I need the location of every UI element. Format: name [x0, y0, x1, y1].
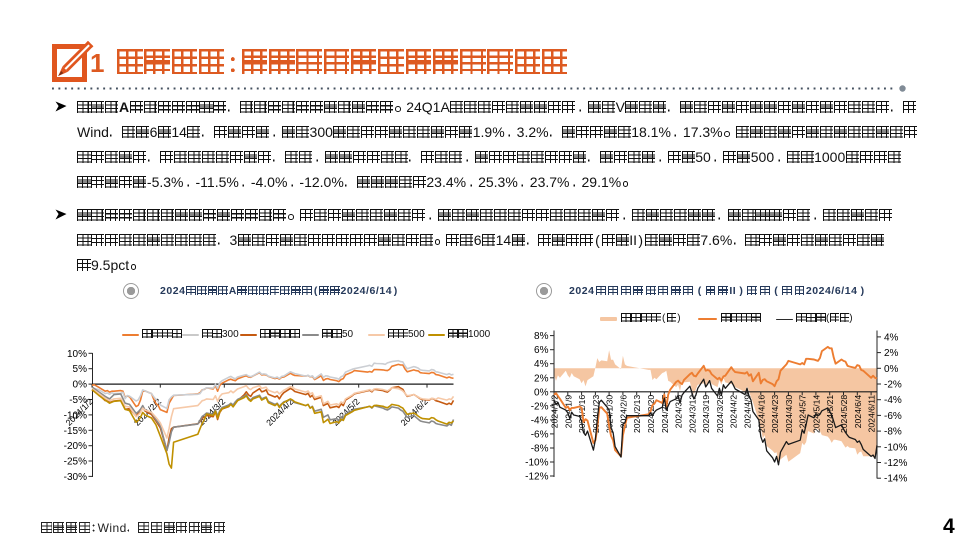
svg-text:2024/5/21: 2024/5/21 — [825, 395, 835, 433]
svg-text:-12%: -12% — [525, 472, 548, 483]
svg-text:-10%: -10% — [525, 458, 548, 469]
svg-text:-25%: -25% — [64, 457, 87, 468]
svg-text:2024/4/16: 2024/4/16 — [756, 395, 766, 433]
svg-text:2024/5/28: 2024/5/28 — [839, 395, 849, 433]
svg-text:2024/2/6: 2024/2/6 — [618, 395, 628, 429]
svg-text:-8%: -8% — [531, 444, 549, 455]
svg-text:-12%: -12% — [884, 458, 907, 469]
svg-text:-6%: -6% — [884, 411, 902, 422]
svg-text:2024/2/27: 2024/2/27 — [660, 395, 670, 433]
svg-text:-10%: -10% — [884, 442, 907, 453]
svg-text:2024/3/19: 2024/3/19 — [701, 395, 711, 433]
svg-text:-15%: -15% — [64, 426, 87, 437]
svg-text:2024/4/23: 2024/4/23 — [770, 395, 780, 433]
svg-text:2024/5/2: 2024/5/2 — [330, 396, 361, 427]
svg-text:2024/4/2: 2024/4/2 — [729, 395, 739, 429]
svg-text:-6%: -6% — [531, 429, 549, 440]
svg-text:-8%: -8% — [884, 427, 902, 438]
svg-text:10%: 10% — [67, 349, 87, 360]
svg-text:-4%: -4% — [884, 395, 902, 406]
svg-text:2%: 2% — [534, 373, 549, 384]
svg-text:0%: 0% — [884, 364, 899, 375]
svg-text:8%: 8% — [534, 331, 549, 342]
svg-text:2024/1/23: 2024/1/23 — [591, 395, 601, 433]
svg-text:2024/6/11: 2024/6/11 — [867, 395, 877, 433]
svg-text:2024/4/30: 2024/4/30 — [784, 395, 794, 433]
svg-text:2024/5/7: 2024/5/7 — [798, 395, 808, 429]
svg-text:-2%: -2% — [884, 380, 902, 391]
svg-text:2024/4/9: 2024/4/9 — [743, 395, 753, 429]
svg-text:6%: 6% — [534, 345, 549, 356]
svg-text:5%: 5% — [73, 364, 88, 375]
svg-text:2024/3/26: 2024/3/26 — [715, 395, 725, 433]
svg-text:-4%: -4% — [531, 415, 549, 426]
svg-text:2024/1/2: 2024/1/2 — [550, 395, 560, 429]
svg-text:-20%: -20% — [64, 441, 87, 452]
svg-text:-14%: -14% — [884, 474, 907, 485]
svg-text:4%: 4% — [884, 332, 899, 343]
svg-text:-5%: -5% — [69, 395, 87, 406]
svg-text:-2%: -2% — [531, 401, 549, 412]
svg-text:0%: 0% — [73, 380, 88, 391]
svg-text:2024/3/5: 2024/3/5 — [674, 395, 684, 429]
svg-text:2024/1/9: 2024/1/9 — [563, 395, 573, 429]
svg-text:4%: 4% — [534, 359, 549, 370]
svg-text:0%: 0% — [534, 387, 549, 398]
svg-text:-10%: -10% — [64, 410, 87, 421]
svg-text:2024/2/13: 2024/2/13 — [632, 395, 642, 433]
svg-text:2024/6/4: 2024/6/4 — [853, 395, 863, 429]
svg-text:2%: 2% — [884, 348, 899, 359]
svg-text:-30%: -30% — [64, 472, 87, 483]
svg-text:2024/3/2: 2024/3/2 — [196, 396, 227, 427]
svg-text:2024/3/12: 2024/3/12 — [687, 395, 697, 433]
